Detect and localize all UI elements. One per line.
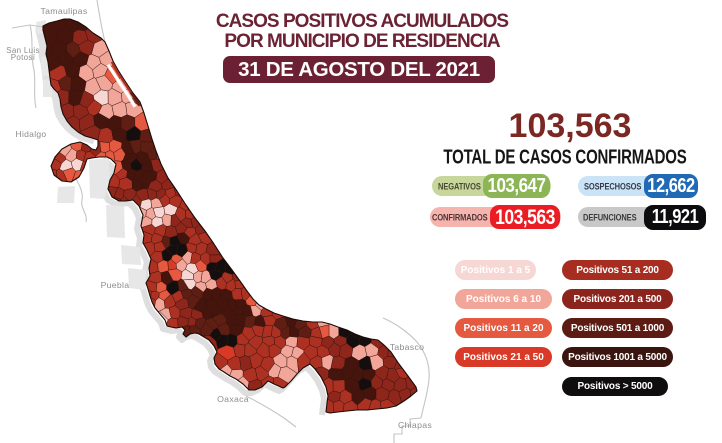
svg-text:Tabasco: Tabasco	[390, 342, 424, 352]
svg-text:Oaxaca: Oaxaca	[217, 394, 249, 404]
svg-text:Chiapas: Chiapas	[398, 420, 432, 430]
svg-text:Potosí: Potosí	[11, 53, 36, 62]
svg-text:Hidalgo: Hidalgo	[16, 129, 47, 139]
svg-text:Tamaulipas: Tamaulipas	[41, 6, 88, 16]
svg-text:Puebla: Puebla	[101, 280, 130, 290]
svg-text:San Luis: San Luis	[6, 46, 40, 55]
